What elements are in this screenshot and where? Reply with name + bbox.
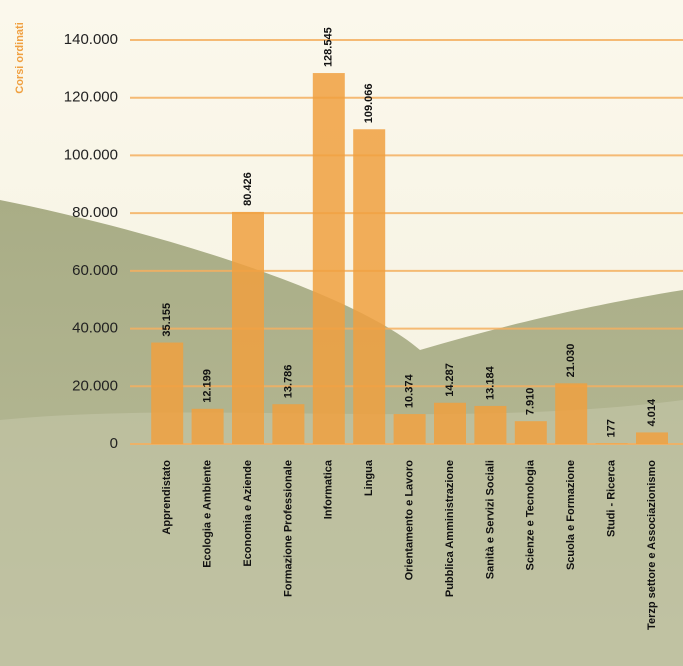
- bar: [596, 443, 628, 444]
- value-label: 35.155: [161, 303, 173, 337]
- x-tick-label: Informatica: [323, 459, 335, 519]
- y-tick-label: 60.000: [72, 262, 118, 279]
- y-axis-label: Corsi ordinati: [14, 22, 26, 94]
- x-tick-label: Ecologia e Ambiente: [202, 460, 214, 568]
- bar: [272, 404, 304, 444]
- bar: [313, 73, 345, 444]
- y-tick-label: 0: [110, 435, 118, 452]
- x-tick-label: Studi - Ricerca: [606, 459, 618, 537]
- x-tick-label: Orientamento e Lavoro: [404, 460, 416, 581]
- value-label: 14.287: [444, 363, 456, 397]
- y-tick-label: 120.000: [64, 89, 118, 106]
- bar: [636, 432, 668, 444]
- x-tick-label: Scienze e Tecnologia: [525, 459, 537, 570]
- bar: [474, 406, 506, 444]
- value-label: 80.426: [242, 172, 254, 206]
- value-label: 13.184: [484, 365, 496, 400]
- x-tick-label: Formazione Professionale: [282, 460, 294, 597]
- value-label: 21.030: [565, 344, 577, 378]
- y-tick-label: 140.000: [64, 31, 118, 48]
- x-tick-label: Scuola e Formazione: [565, 460, 577, 570]
- x-tick-label: Terzp settore e Associazionismo: [646, 460, 658, 630]
- x-tick-label: Apprendistato: [161, 460, 173, 535]
- bar: [353, 129, 385, 444]
- x-tick-label: Lingua: [363, 459, 375, 496]
- value-label: 4.014: [646, 398, 658, 426]
- value-label: 13.786: [282, 365, 294, 399]
- y-tick-label: 80.000: [72, 204, 118, 221]
- bar: [192, 409, 224, 444]
- bar: [515, 421, 547, 444]
- x-tick-label: Economia e Aziende: [242, 460, 254, 567]
- x-tick-label: Sanità e Servizi Sociali: [484, 460, 496, 579]
- bar: [232, 212, 264, 444]
- y-tick-label: 100.000: [64, 146, 118, 163]
- bar: [555, 383, 587, 444]
- y-tick-label: 20.000: [72, 377, 118, 394]
- value-label: 10.374: [404, 374, 416, 409]
- value-label: 128.545: [323, 27, 335, 67]
- value-label: 177: [606, 419, 618, 437]
- chart: Corsi ordinati 0 20.000 40.000 60.000 80.000…: [0, 0, 683, 666]
- y-tick-label: 40.000: [72, 320, 118, 337]
- value-label: 109.066: [363, 84, 375, 124]
- value-label: 12.199: [202, 369, 214, 403]
- value-label: 7.910: [525, 388, 537, 416]
- bar: [151, 343, 183, 444]
- x-tick-label: Pubblica Amministrazione: [444, 460, 456, 597]
- bar: [394, 414, 426, 444]
- bar: [434, 403, 466, 444]
